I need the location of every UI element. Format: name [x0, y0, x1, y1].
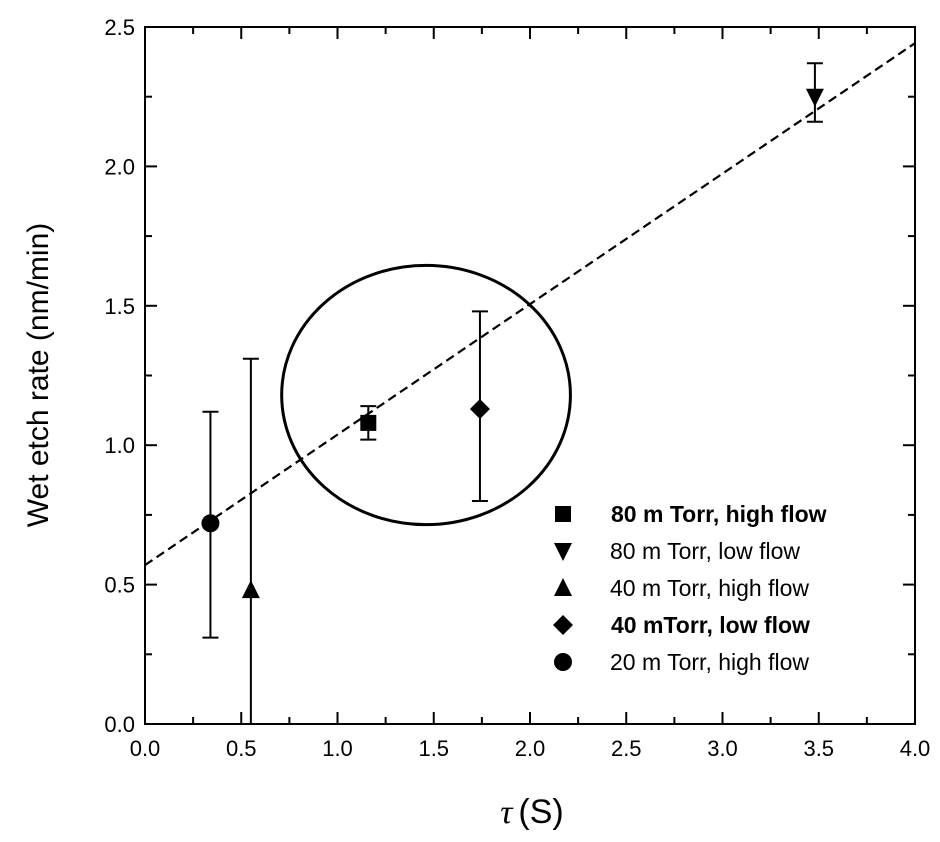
legend-label: 40 mTorr, low flow — [611, 612, 810, 638]
legend-marker — [554, 653, 572, 671]
legend-label: 20 m Torr, high flow — [610, 649, 809, 675]
data-point — [241, 580, 260, 599]
series-point — [805, 62, 824, 123]
x-axis-ticks: 0.0 0.5 1.0 1.5 2.0 2.5 3.0 3.5 4.0 — [130, 27, 931, 761]
y-axis-ticks: 0.0 0.5 1.0 1.5 2.0 2.5 — [104, 15, 915, 737]
legend-marker — [554, 543, 572, 561]
data-point — [469, 398, 490, 419]
data-points — [201, 62, 824, 724]
data-point — [805, 88, 824, 107]
series-point — [360, 405, 377, 441]
annotation-ellipse — [280, 263, 572, 527]
y-tick-label: 0.0 — [104, 712, 135, 737]
legend-label: 80 m Torr, high flow — [611, 501, 827, 527]
x-tick-label: 0.5 — [226, 736, 257, 761]
x-tick-label: 1.0 — [322, 736, 353, 761]
series-point — [241, 357, 260, 724]
legend-marker — [553, 615, 573, 635]
legend-marker — [555, 506, 571, 522]
data-point — [360, 414, 377, 431]
series-point — [469, 310, 490, 502]
y-tick-label: 1.0 — [104, 433, 135, 458]
y-tick-label: 2.0 — [104, 154, 135, 179]
x-tick-label: 2.0 — [515, 736, 546, 761]
legend-label: 80 m Torr, low flow — [610, 538, 800, 564]
y-tick-label: 1.5 — [104, 294, 135, 319]
data-point — [201, 514, 220, 533]
series-point — [201, 410, 220, 639]
x-tick-label: 3.0 — [707, 736, 738, 761]
x-tick-label: 4.0 — [900, 736, 931, 761]
y-tick-label: 0.5 — [104, 573, 135, 598]
y-tick-label: 2.5 — [104, 15, 135, 40]
x-tick-label: 1.5 — [418, 736, 449, 761]
legend-marker — [554, 578, 572, 596]
legend: 80 m Torr, high flow 80 m Torr, low flow 4… — [553, 501, 827, 675]
x-tick-label: 2.5 — [611, 736, 642, 761]
y-axis-title: Wet etch rate (nm/min) — [22, 223, 55, 528]
x-tick-label: 3.5 — [803, 736, 834, 761]
x-axis-symbol: τ — [500, 794, 514, 831]
x-axis-title: τ (S) — [500, 793, 564, 831]
legend-label: 40 m Torr, high flow — [610, 575, 809, 601]
x-axis-unit: (S) — [518, 793, 563, 831]
x-tick-label: 0.0 — [130, 736, 161, 761]
